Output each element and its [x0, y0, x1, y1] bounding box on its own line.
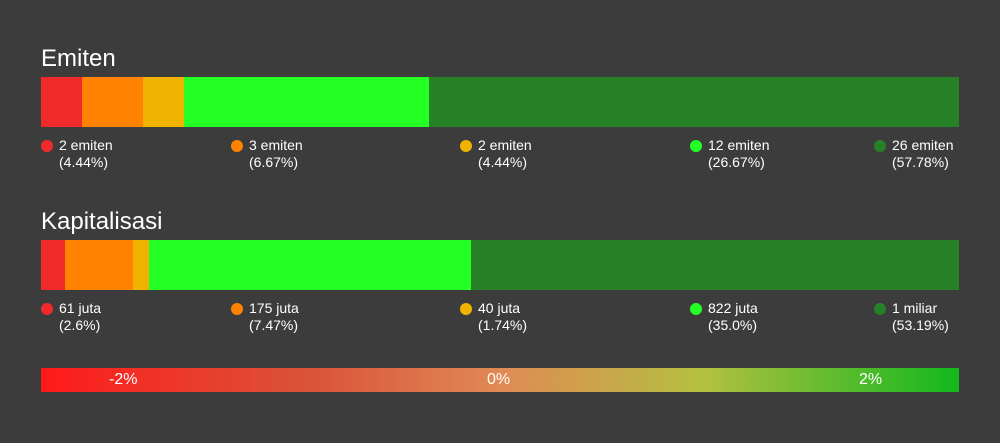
scale-label-pos: 2% [859, 371, 883, 388]
legend-percent: (57.78%) [892, 154, 949, 170]
legend-label: 12 emiten [708, 137, 770, 153]
legend-label: 3 emiten [249, 137, 303, 153]
scale-label-neg: -2% [109, 371, 138, 388]
legend-dot-icon [460, 302, 472, 315]
legend-item: 40 juta (1.74%) [460, 300, 527, 334]
legend-item: 26 emiten (57.78%) [874, 137, 953, 171]
bar-segment [428, 77, 959, 127]
legend-item: 822 juta (35.0%) [690, 300, 758, 334]
legend-label: 26 emiten [892, 137, 954, 153]
legend-label: 2 emiten [59, 137, 113, 153]
legend-dot-icon [231, 139, 243, 152]
legend-percent: (35.0%) [708, 317, 758, 333]
legend-item: 175 juta (7.47%) [231, 300, 299, 334]
legend-label: 1 miliar [892, 300, 938, 316]
legend-dot-icon [874, 139, 886, 152]
kapitalisasi-section: Kapitalisasi 61 juta (2.6%) 175 juta (7.47%… [41, 208, 959, 340]
legend-percent: (6.67%) [249, 154, 299, 170]
legend-item: 1 miliar (53.19%) [874, 300, 949, 334]
bar-segment [41, 77, 82, 127]
legend-label: 61 juta [59, 300, 102, 316]
legend-dot-icon [690, 302, 702, 315]
legend-dot-icon [460, 139, 472, 152]
kapitalisasi-title: Kapitalisasi [41, 208, 163, 235]
bar-segment [41, 240, 65, 290]
legend-item: 61 juta (2.6%) [41, 300, 101, 334]
bar-segment [183, 77, 429, 127]
emiten-bar [41, 77, 959, 127]
legend-item: 2 emiten (4.44%) [460, 137, 532, 171]
legend-percent: (53.19%) [892, 317, 949, 333]
legend-item: 3 emiten (6.67%) [231, 137, 303, 171]
bar-segment [64, 240, 134, 290]
legend-item: 2 emiten (4.44%) [41, 137, 113, 171]
bar-segment [470, 240, 959, 290]
bar-segment [81, 77, 143, 127]
bar-segment [149, 240, 471, 290]
legend-dot-icon [41, 302, 53, 315]
legend-dot-icon [41, 139, 53, 152]
legend-label: 822 juta [708, 300, 758, 316]
legend-dot-icon [874, 302, 886, 315]
kapitalisasi-bar [41, 240, 959, 290]
bar-segment [133, 240, 150, 290]
legend-percent: (4.44%) [59, 154, 109, 170]
scale-label-zero: 0% [487, 371, 511, 388]
legend-label: 40 juta [478, 300, 521, 316]
legend-label: 2 emiten [478, 137, 532, 153]
legend-percent: (7.47%) [249, 317, 299, 333]
legend-dot-icon [231, 302, 243, 315]
legend-dot-icon [690, 139, 702, 152]
emiten-section: Emiten 2 emiten (4.44%) 3 emiten (6.67%) 2 e… [41, 45, 959, 177]
legend-percent: (4.44%) [478, 154, 528, 170]
bar-segment [142, 77, 184, 127]
emiten-title: Emiten [41, 45, 116, 72]
color-scale: -2% 0% 2% [41, 368, 959, 392]
legend-percent: (1.74%) [478, 317, 528, 333]
kapitalisasi-legend: 61 juta (2.6%) 175 juta (7.47%) 40 juta (1.74… [41, 300, 959, 340]
legend-percent: (26.67%) [708, 154, 765, 170]
legend-label: 175 juta [249, 300, 299, 316]
legend-percent: (2.6%) [59, 317, 101, 333]
legend-item: 12 emiten (26.67%) [690, 137, 769, 171]
emiten-legend: 2 emiten (4.44%) 3 emiten (6.67%) 2 emiten (4… [41, 137, 959, 177]
